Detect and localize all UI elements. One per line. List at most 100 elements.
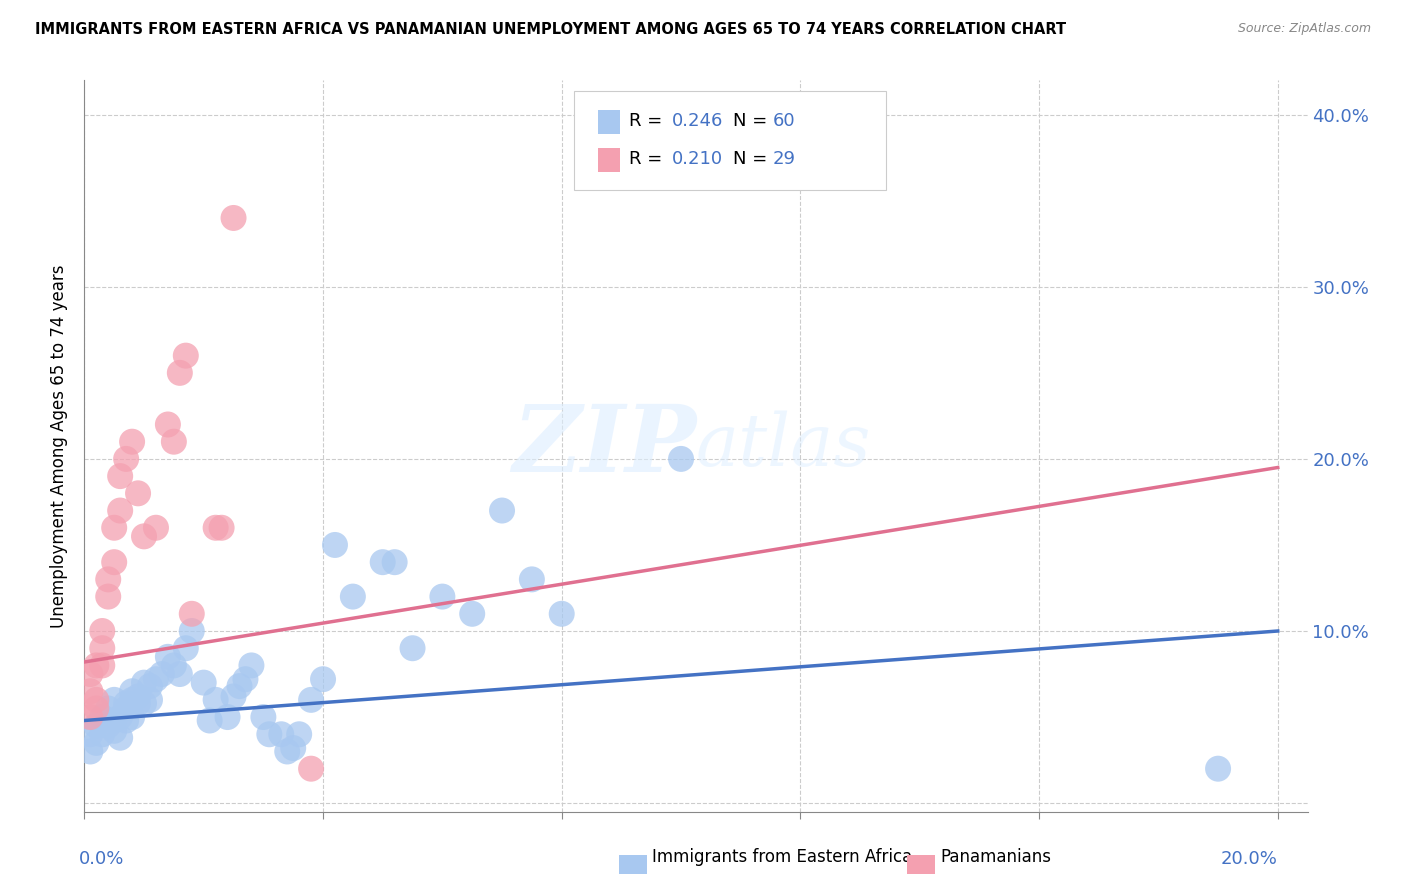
Text: 60: 60 — [773, 112, 796, 129]
Point — [103, 693, 125, 707]
Point — [97, 701, 120, 715]
Point — [217, 710, 239, 724]
Text: R =: R = — [628, 112, 668, 129]
Point — [156, 417, 179, 432]
Point — [342, 590, 364, 604]
Point — [491, 503, 513, 517]
Text: atlas: atlas — [696, 410, 872, 482]
Point — [235, 672, 257, 686]
Point — [132, 529, 155, 543]
Point — [520, 573, 543, 587]
Point — [115, 701, 138, 715]
Point — [323, 538, 346, 552]
Point — [139, 679, 162, 693]
Point — [121, 684, 143, 698]
Text: 0.0%: 0.0% — [79, 849, 124, 868]
Point — [132, 696, 155, 710]
Point — [432, 590, 454, 604]
Point — [180, 624, 202, 638]
Point — [163, 658, 186, 673]
Point — [169, 667, 191, 681]
Point — [97, 590, 120, 604]
Text: N =: N = — [733, 150, 773, 168]
Point — [276, 744, 298, 758]
Point — [259, 727, 281, 741]
Point — [97, 573, 120, 587]
Point — [551, 607, 574, 621]
Point — [108, 503, 131, 517]
Text: Source: ZipAtlas.com: Source: ZipAtlas.com — [1237, 22, 1371, 36]
Point — [163, 434, 186, 449]
Point — [127, 696, 149, 710]
Point — [84, 658, 107, 673]
Point — [150, 667, 173, 681]
Point — [79, 667, 101, 681]
Point — [204, 693, 226, 707]
Text: N =: N = — [733, 112, 773, 129]
Point — [103, 714, 125, 728]
Point — [132, 675, 155, 690]
FancyBboxPatch shape — [574, 91, 886, 190]
Point — [299, 762, 322, 776]
Text: R =: R = — [628, 150, 668, 168]
Point — [103, 555, 125, 569]
Point — [115, 696, 138, 710]
Point — [91, 658, 114, 673]
Text: ZIP: ZIP — [512, 401, 696, 491]
Point — [169, 366, 191, 380]
Point — [461, 607, 484, 621]
Point — [211, 521, 233, 535]
Point — [193, 675, 215, 690]
Bar — [598, 111, 620, 134]
Point — [84, 719, 107, 733]
Point — [115, 451, 138, 466]
Point — [222, 690, 245, 704]
Text: 29: 29 — [773, 150, 796, 168]
Point — [108, 731, 131, 745]
Point — [79, 684, 101, 698]
Point — [204, 521, 226, 535]
Point — [174, 349, 197, 363]
Point — [198, 714, 221, 728]
Point — [174, 641, 197, 656]
Y-axis label: Unemployment Among Ages 65 to 74 years: Unemployment Among Ages 65 to 74 years — [51, 264, 69, 628]
Point — [127, 690, 149, 704]
Point — [97, 719, 120, 733]
Point — [299, 693, 322, 707]
Text: 0.210: 0.210 — [672, 150, 723, 168]
Point — [91, 641, 114, 656]
Point — [108, 469, 131, 483]
Point — [91, 710, 114, 724]
Point — [108, 710, 131, 724]
Point — [240, 658, 263, 673]
Point — [103, 521, 125, 535]
Point — [84, 736, 107, 750]
Point — [669, 451, 692, 466]
Point — [288, 727, 311, 741]
Bar — [598, 148, 620, 171]
Text: IMMIGRANTS FROM EASTERN AFRICA VS PANAMANIAN UNEMPLOYMENT AMONG AGES 65 TO 74 YE: IMMIGRANTS FROM EASTERN AFRICA VS PANAMA… — [35, 22, 1066, 37]
Point — [283, 741, 305, 756]
Point — [145, 672, 167, 686]
Text: 0.246: 0.246 — [672, 112, 723, 129]
Point — [79, 710, 101, 724]
Point — [91, 727, 114, 741]
Point — [156, 649, 179, 664]
Point — [91, 624, 114, 638]
Point — [270, 727, 292, 741]
Point — [121, 693, 143, 707]
Text: Panamanians: Panamanians — [941, 848, 1052, 866]
Point — [115, 714, 138, 728]
Point — [371, 555, 394, 569]
Point — [103, 723, 125, 738]
Point — [84, 693, 107, 707]
Point — [180, 607, 202, 621]
Point — [228, 679, 250, 693]
Point — [312, 672, 335, 686]
Point — [145, 521, 167, 535]
Point — [79, 727, 101, 741]
Point — [139, 693, 162, 707]
Point — [222, 211, 245, 225]
Point — [384, 555, 406, 569]
Point — [79, 744, 101, 758]
